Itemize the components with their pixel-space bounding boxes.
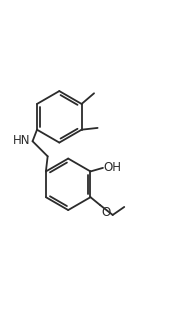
Text: OH: OH <box>104 161 122 174</box>
Text: O: O <box>101 206 110 219</box>
Text: HN: HN <box>12 134 30 147</box>
